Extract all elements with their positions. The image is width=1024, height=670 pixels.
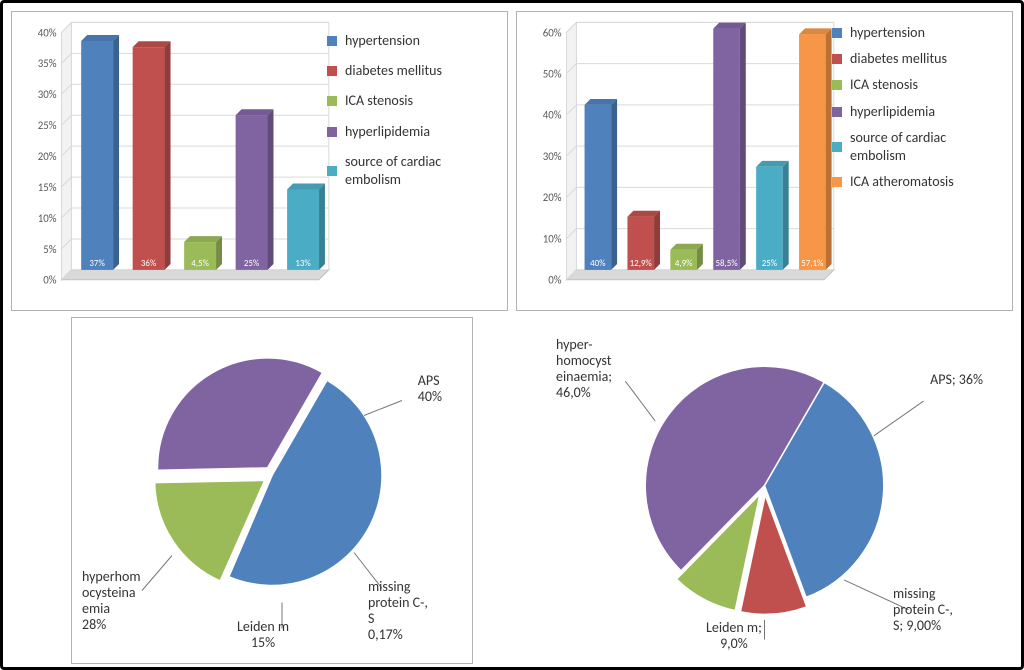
pie-chart-left: APS40% missingprotein C-,S0,17% Leiden m… [71, 317, 473, 664]
svg-text:40%: 40% [590, 259, 606, 269]
pie-right-label-missing: missingprotein C-,S; 9,00% [893, 586, 983, 634]
legend-label: ICA stenosis [850, 76, 918, 94]
svg-text:36%: 36% [141, 259, 157, 269]
legend-label: diabetes mellitus [345, 62, 442, 80]
chart-grid: 0% 5% 10% 15% 20% 25% 30% 35% 40% 37% 36% 4,5% 25% 13… [0, 0, 1024, 670]
legend-swatch [832, 28, 842, 38]
legend-item: diabetes mellitus [327, 62, 497, 80]
legend-label: diabetes mellitus [850, 50, 947, 68]
svg-text:40%: 40% [38, 26, 57, 39]
legend-item: ICA stenosis [327, 92, 497, 110]
svg-text:40%: 40% [543, 109, 562, 122]
legend-item: hypertension [327, 32, 497, 50]
svg-text:0%: 0% [548, 274, 562, 287]
legend-item: ICA stenosis [832, 76, 1002, 94]
legend-item: hyperlipidemia [832, 103, 1002, 121]
svg-text:57,1%: 57,1% [801, 259, 824, 269]
svg-text:25%: 25% [38, 119, 57, 132]
legend-item: hypertension [832, 24, 1002, 42]
legend-swatch [832, 177, 842, 187]
svg-text:10%: 10% [543, 233, 562, 246]
pie-right-label-hyper: hyper-homocysteinaemia;46,0% [556, 337, 641, 401]
legend-label: hyperlipidemia [345, 123, 430, 141]
svg-text:0%: 0% [43, 274, 57, 287]
legend-label: source of cardiac embolism [345, 153, 497, 189]
legend-swatch [327, 96, 337, 106]
legend-label: hypertension [345, 32, 420, 50]
pie-right-label-leiden: Leiden m;9,0% [706, 620, 762, 652]
legend-swatch [832, 107, 842, 117]
svg-text:4,5%: 4,5% [191, 259, 209, 269]
svg-text:5%: 5% [43, 243, 57, 256]
legend-label: ICA stenosis [345, 92, 413, 110]
pie-left-label-leiden: Leiden m15% [237, 619, 289, 651]
svg-text:30%: 30% [543, 150, 562, 163]
legend-swatch [327, 36, 337, 46]
svg-text:13%: 13% [295, 259, 311, 269]
pie-right-label-aps: APS; 36% [930, 372, 983, 388]
legend-item: diabetes mellitus [832, 50, 1002, 68]
legend-swatch [327, 166, 337, 176]
pie-chart-right: APS; 36% missingprotein C-,S; 9,00% Leid… [516, 317, 1013, 664]
legend-item: ICA atheromatosis [832, 173, 1002, 191]
svg-text:25%: 25% [762, 259, 778, 269]
pie-left-label-missing: missingprotein C-,S0,17% [368, 579, 458, 643]
legend-swatch [327, 127, 337, 137]
legend-label: source of cardiac embolism [850, 129, 1002, 165]
legend-item: hyperlipidemia [327, 123, 497, 141]
svg-text:4,9%: 4,9% [675, 259, 693, 269]
legend-swatch [832, 54, 842, 64]
legend-label: ICA atheromatosis [850, 173, 954, 191]
svg-text:35%: 35% [38, 57, 57, 70]
svg-text:20%: 20% [543, 191, 562, 204]
bar-chart-left-legend: hypertension diabetes mellitus ICA stenosi… [327, 32, 497, 201]
legend-swatch [832, 142, 842, 152]
bar-chart-right-legend: hypertension diabetes mellitus ICA stenosi… [832, 24, 1002, 199]
svg-text:15%: 15% [38, 181, 57, 194]
legend-swatch [832, 80, 842, 90]
legend-label: hypertension [850, 24, 925, 42]
svg-text:25%: 25% [244, 259, 260, 269]
pie-left-label-aps: APS40% [418, 373, 442, 405]
svg-text:60%: 60% [543, 26, 562, 39]
bar-chart-right: 0% 10% 20% 30% 40% 50% 60% 40% 12,9% 4,9% 58,5% 25%… [516, 11, 1013, 311]
svg-text:58,5%: 58,5% [715, 259, 738, 269]
svg-text:50%: 50% [543, 68, 562, 81]
legend-swatch [327, 66, 337, 76]
svg-text:12,9%: 12,9% [630, 259, 653, 269]
svg-text:30%: 30% [38, 88, 57, 101]
bar-chart-left: 0% 5% 10% 15% 20% 25% 30% 35% 40% 37% 36% 4,5% 25% 13… [11, 11, 508, 311]
pie-left-label-hyper: hyperhomocysteinaemia28% [82, 569, 167, 633]
legend-label: hyperlipidemia [850, 103, 935, 121]
svg-text:37%: 37% [89, 259, 105, 269]
legend-item: source of cardiac embolism [327, 153, 497, 189]
svg-text:20%: 20% [38, 150, 57, 163]
legend-item: source of cardiac embolism [832, 129, 1002, 165]
svg-text:10%: 10% [38, 212, 57, 225]
